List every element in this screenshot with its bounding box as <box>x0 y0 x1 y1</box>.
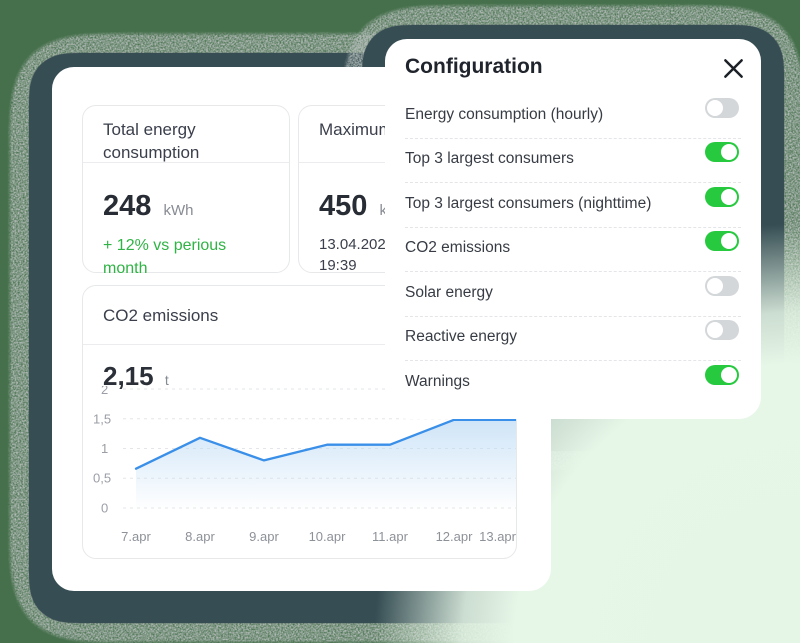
svg-text:12.apr: 12.apr <box>436 529 474 544</box>
svg-text:1: 1 <box>101 441 108 456</box>
svg-text:13.apr: 13.apr <box>479 529 516 544</box>
svg-text:0,5: 0,5 <box>93 471 111 486</box>
svg-text:9.apr: 9.apr <box>249 529 279 544</box>
svg-text:8.apr: 8.apr <box>185 529 215 544</box>
svg-text:2: 2 <box>101 386 108 397</box>
svg-text:11.apr: 11.apr <box>372 529 409 544</box>
svg-text:7.apr: 7.apr <box>121 529 151 544</box>
svg-text:1,5: 1,5 <box>93 412 111 427</box>
svg-text:0: 0 <box>101 501 108 516</box>
svg-text:10.apr: 10.apr <box>309 529 347 544</box>
